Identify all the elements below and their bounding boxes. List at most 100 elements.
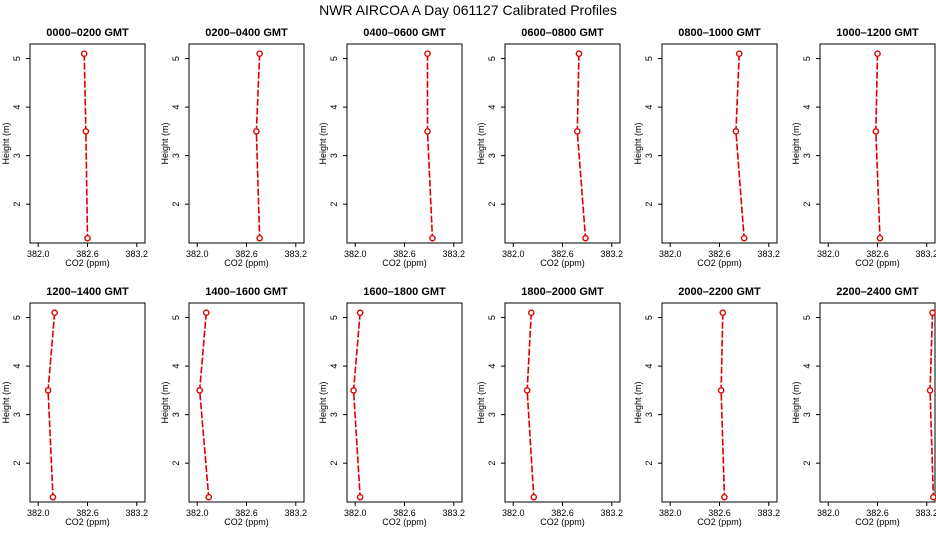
x-tick-label: 382.0 bbox=[27, 249, 50, 259]
y-tick-label: 5 bbox=[802, 56, 812, 61]
y-tick-label: 3 bbox=[487, 412, 497, 417]
y-tick-label: 3 bbox=[802, 153, 812, 158]
plot-frame bbox=[819, 302, 936, 503]
x-tick-label: 383.2 bbox=[285, 508, 308, 518]
y-tick-label: 3 bbox=[329, 412, 339, 417]
panel-6: 1000–1200 GMT 382.0 382.6 383.2 CO2 (ppm) 2 3 4… bbox=[791, 27, 936, 268]
data-point bbox=[49, 493, 57, 501]
data-point bbox=[205, 493, 213, 501]
x-tick-label: 382.6 bbox=[393, 249, 416, 259]
x-axis-label: CO2 (ppm) bbox=[224, 258, 269, 268]
x-tick-label: 382.0 bbox=[344, 249, 367, 259]
y-tick-label: 5 bbox=[802, 315, 812, 320]
y-axis-label: Height (m) bbox=[160, 381, 170, 423]
data-point bbox=[719, 309, 727, 317]
data-point bbox=[874, 50, 881, 58]
data-point bbox=[82, 128, 90, 135]
x-axis-label: CO2 (ppm) bbox=[65, 258, 110, 268]
data-point bbox=[573, 128, 581, 135]
x-tick-label: 382.0 bbox=[817, 508, 840, 518]
y-tick-label: 5 bbox=[644, 315, 654, 320]
plot-frame bbox=[661, 43, 778, 244]
y-tick-label: 3 bbox=[12, 153, 22, 158]
profile-line bbox=[735, 53, 745, 239]
y-tick-label: 3 bbox=[644, 412, 654, 417]
y-tick-label: 2 bbox=[329, 461, 339, 466]
panel-title: 0400–0600 GMT bbox=[363, 27, 446, 39]
panel-title: 2200–2400 GMT bbox=[836, 286, 919, 298]
panel-3: 0400–0600 GMT 382.0 382.6 383.2 CO2 (ppm) 2 3 4… bbox=[318, 27, 465, 268]
y-tick-label: 4 bbox=[12, 364, 22, 369]
x-axis-label: CO2 (ppm) bbox=[855, 258, 900, 268]
data-point bbox=[356, 309, 364, 317]
data-point bbox=[196, 387, 203, 394]
y-tick-label: 2 bbox=[171, 202, 181, 207]
x-tick-label: 382.6 bbox=[551, 249, 574, 259]
panel-title: 2000–2200 GMT bbox=[678, 286, 761, 298]
panel-title: 1200–1400 GMT bbox=[46, 286, 129, 298]
data-point bbox=[721, 493, 728, 501]
panel-title: 1000–1200 GMT bbox=[836, 27, 919, 39]
panel-8: 1400–1600 GMT 382.0 382.6 383.2 CO2 (ppm) 2 3 4… bbox=[160, 286, 307, 527]
x-axis-label: CO2 (ppm) bbox=[697, 258, 742, 268]
panel-4: 0600–0800 GMT 382.0 382.6 383.2 CO2 (ppm) 2 3 4… bbox=[476, 27, 623, 268]
x-tick-label: 382.0 bbox=[502, 508, 525, 518]
panel-title: 0600–0800 GMT bbox=[521, 27, 604, 39]
x-tick-label: 382.6 bbox=[708, 508, 731, 518]
y-tick-label: 5 bbox=[487, 315, 497, 320]
y-axis-label: Height (m) bbox=[318, 381, 328, 423]
x-axis-label: CO2 (ppm) bbox=[65, 517, 110, 527]
y-tick-label: 2 bbox=[644, 461, 654, 466]
data-point bbox=[350, 387, 357, 394]
profile-line bbox=[875, 53, 881, 239]
panel-5: 0800–1000 GMT 382.0 382.6 383.2 CO2 (ppm) 2 3 4… bbox=[633, 27, 780, 268]
profile-line bbox=[576, 53, 587, 239]
y-axis-label: Height (m) bbox=[633, 381, 643, 423]
data-point bbox=[930, 493, 936, 501]
panel-title: 0800–1000 GMT bbox=[678, 27, 761, 39]
data-point bbox=[732, 128, 740, 135]
x-axis-label: CO2 (ppm) bbox=[382, 258, 427, 268]
y-tick-label: 4 bbox=[802, 364, 812, 369]
x-tick-label: 383.2 bbox=[601, 249, 624, 259]
y-tick-label: 3 bbox=[329, 153, 339, 158]
y-tick-label: 5 bbox=[12, 56, 22, 61]
x-tick-label: 382.6 bbox=[551, 508, 574, 518]
x-tick-label: 382.0 bbox=[186, 508, 209, 518]
x-tick-label: 382.0 bbox=[659, 508, 682, 518]
data-point bbox=[717, 387, 725, 394]
profile-line bbox=[426, 53, 434, 239]
data-point bbox=[926, 387, 934, 394]
x-tick-label: 383.2 bbox=[126, 508, 149, 518]
x-tick-label: 382.0 bbox=[344, 508, 367, 518]
x-tick-label: 382.6 bbox=[866, 508, 889, 518]
data-point bbox=[256, 234, 263, 242]
y-tick-label: 4 bbox=[644, 105, 654, 110]
x-tick-label: 382.0 bbox=[186, 249, 209, 259]
data-point bbox=[256, 50, 263, 58]
y-tick-label: 5 bbox=[329, 315, 339, 320]
plot-frame bbox=[29, 302, 146, 503]
plot-frame bbox=[504, 302, 621, 503]
y-axis-label: Height (m) bbox=[160, 122, 170, 164]
y-tick-label: 4 bbox=[329, 105, 339, 110]
x-axis-label: CO2 (ppm) bbox=[540, 517, 585, 527]
panel-2: 0200–0400 GMT 382.0 382.6 383.2 CO2 (ppm) 2 3 4… bbox=[160, 27, 307, 268]
x-tick-label: 383.2 bbox=[916, 249, 936, 259]
data-point bbox=[202, 309, 210, 317]
y-tick-label: 5 bbox=[12, 315, 22, 320]
y-tick-label: 4 bbox=[802, 105, 812, 110]
data-point bbox=[424, 50, 431, 58]
x-tick-label: 382.6 bbox=[235, 249, 258, 259]
y-axis-label: Height (m) bbox=[318, 122, 328, 164]
y-tick-label: 3 bbox=[171, 412, 181, 417]
y-tick-label: 3 bbox=[644, 153, 654, 158]
panel-title: 1800–2000 GMT bbox=[521, 286, 604, 298]
x-tick-label: 382.6 bbox=[76, 249, 99, 259]
x-tick-label: 383.2 bbox=[443, 249, 466, 259]
data-point bbox=[44, 387, 52, 394]
y-tick-label: 4 bbox=[12, 105, 22, 110]
profile-line bbox=[526, 312, 535, 498]
y-axis-label: Height (m) bbox=[476, 122, 486, 164]
y-tick-label: 5 bbox=[171, 315, 181, 320]
